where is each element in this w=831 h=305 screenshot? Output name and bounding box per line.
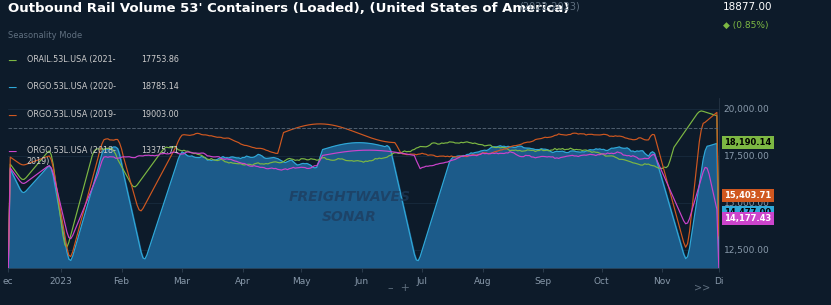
Text: 18,190.14: 18,190.14	[725, 138, 772, 147]
Text: 17753.86: 17753.86	[141, 55, 179, 64]
Text: 18877.00: 18877.00	[723, 2, 773, 12]
Text: ─: ─	[8, 55, 16, 68]
Text: Seasonality Mode: Seasonality Mode	[8, 30, 82, 40]
Text: 14,177.43: 14,177.43	[725, 214, 772, 223]
Text: ORGO.53L.USA (2020-: ORGO.53L.USA (2020-	[27, 82, 116, 92]
Text: –  +: – +	[388, 283, 410, 293]
Text: >>: >>	[694, 283, 711, 293]
Text: ORGO.53L.USA (2019-: ORGO.53L.USA (2019-	[27, 110, 116, 119]
Text: FREIGHTWAVES: FREIGHTWAVES	[288, 190, 411, 204]
Text: 13375.71: 13375.71	[141, 146, 179, 156]
Text: ORGO.53L.USA (2018-
2019): ORGO.53L.USA (2018- 2019)	[27, 146, 116, 166]
Text: ─: ─	[8, 82, 16, 95]
Text: ◆ (0.85%): ◆ (0.85%)	[723, 21, 769, 30]
Text: ORAIL.53L.USA (2021-: ORAIL.53L.USA (2021-	[27, 55, 115, 64]
Text: Outbound Rail Volume 53' Containers (Loaded), (United States of America): Outbound Rail Volume 53' Containers (Loa…	[8, 2, 570, 15]
Text: 18785.14: 18785.14	[141, 82, 179, 92]
Text: 15,403.71: 15,403.71	[725, 191, 772, 200]
Text: 19003.00: 19003.00	[141, 110, 179, 119]
Text: ─: ─	[8, 110, 16, 123]
Text: 14,477.00: 14,477.00	[725, 208, 771, 217]
Text: SONAR: SONAR	[322, 210, 376, 224]
Text: (2022-2023): (2022-2023)	[519, 2, 580, 12]
Text: ─: ─	[8, 146, 16, 160]
